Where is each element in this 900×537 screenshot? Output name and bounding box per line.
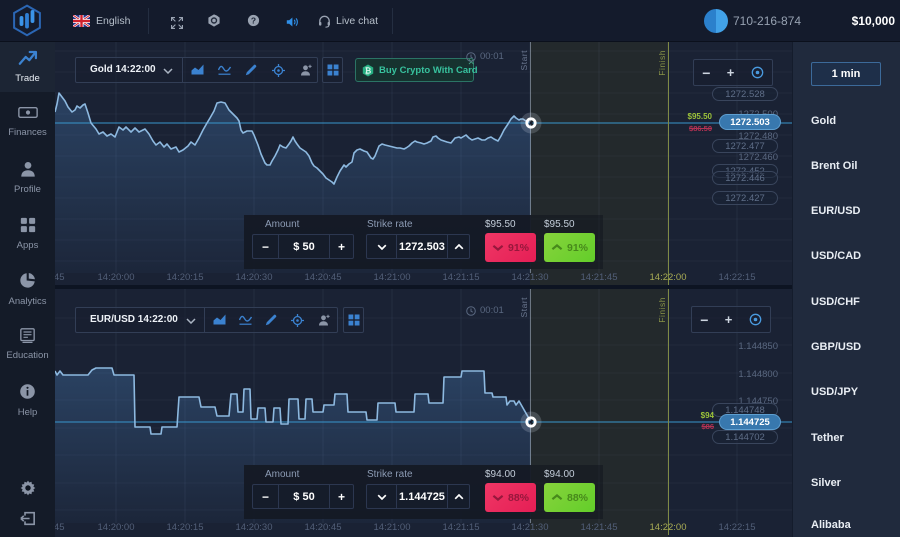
svg-text:₿: ₿: [365, 66, 372, 75]
svg-text:?: ?: [251, 16, 256, 26]
